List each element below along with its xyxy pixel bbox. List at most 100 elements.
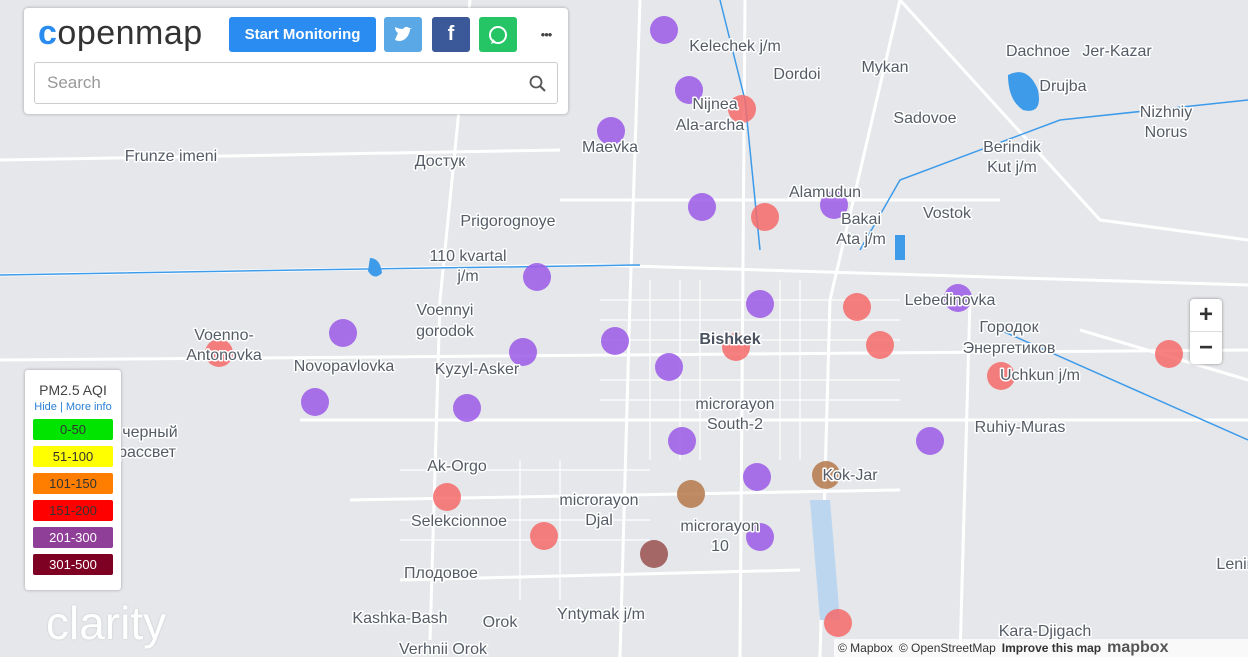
aqi-marker[interactable] [650, 16, 678, 44]
aqi-marker[interactable] [820, 191, 848, 219]
mapbox-logo[interactable]: mapbox [1107, 639, 1169, 656]
logo[interactable]: copenmap [38, 14, 203, 52]
place-label: Ata j/m [836, 231, 886, 248]
start-monitoring-button[interactable]: Start Monitoring [229, 17, 376, 52]
aqi-marker[interactable] [433, 483, 461, 511]
aqi-marker[interactable] [987, 362, 1015, 390]
aqi-marker[interactable] [453, 394, 481, 422]
aqi-marker[interactable] [1155, 340, 1183, 368]
place-label: Nizhniy [1140, 104, 1192, 121]
place-label: Norus [1145, 124, 1188, 141]
attribution: © Mapbox © OpenStreetMap Improve this ma… [834, 639, 1248, 657]
twitter-button[interactable] [384, 17, 422, 52]
place-label: Достук [415, 153, 466, 170]
aqi-marker[interactable] [655, 353, 683, 381]
place-label: j/m [456, 268, 478, 285]
zoom-control: + − [1190, 299, 1222, 364]
legend-range: 101-150 [33, 473, 113, 494]
aqi-marker[interactable] [301, 388, 329, 416]
search-box[interactable]: Search [34, 62, 558, 104]
place-label: Ala-archa [676, 117, 745, 134]
aqi-marker[interactable] [812, 461, 840, 489]
aqi-marker[interactable] [746, 523, 774, 551]
place-label: Kara-Djigach [999, 623, 1091, 640]
zoom-in-button[interactable]: + [1190, 299, 1222, 332]
hide-link[interactable]: Hide [34, 401, 57, 413]
place-labels: Kelechek j/m Dordoi Mykan Dachnoe Jer-Kazar D… [117, 37, 1248, 657]
whatsapp-icon [489, 25, 507, 44]
legend-title: PM2.5 AQI [39, 382, 107, 398]
search-placeholder: Search [47, 73, 101, 92]
aqi-marker[interactable] [866, 331, 894, 359]
legend-range: 151-200 [33, 500, 113, 521]
place-label: Городок [979, 319, 1039, 336]
aqi-markers [205, 16, 1183, 637]
place-label: Orok [483, 614, 519, 631]
place-label: Alamudun [789, 184, 861, 201]
place-label: Novopavlovka [294, 358, 395, 375]
legend: PM2.5 AQI Hide | More info 0-50 51-100 101… [25, 370, 121, 590]
place-label: Kashka-Bash [352, 610, 447, 627]
place-label: Maevka [582, 139, 638, 156]
aqi-marker[interactable] [743, 463, 771, 491]
place-label: Ak-Orgo [427, 458, 487, 475]
place-label: Jer-Kazar [1082, 43, 1152, 60]
place-label: рассвет [118, 444, 176, 461]
osm-credit[interactable]: © OpenStreetMap [898, 641, 996, 655]
place-label: Djal [585, 512, 613, 529]
aqi-marker[interactable] [597, 117, 625, 145]
aqi-marker[interactable] [728, 95, 756, 123]
facebook-button[interactable]: f [432, 17, 470, 52]
aqi-marker[interactable] [746, 290, 774, 318]
place-label: Энергетиков [963, 340, 1056, 357]
place-label: microrayon [695, 396, 774, 413]
aqi-marker[interactable] [640, 540, 668, 568]
aqi-marker[interactable] [601, 327, 629, 355]
place-label: microrayon [680, 518, 759, 535]
place-label: Vostok [923, 205, 972, 222]
twitter-icon [395, 26, 412, 41]
place-label: Voenno- [194, 327, 254, 344]
aqi-marker[interactable] [668, 427, 696, 455]
place-label: Dordoi [773, 66, 820, 83]
clarity-brand: clarity [46, 597, 167, 649]
place-label: Uchkun j/m [1000, 367, 1080, 384]
search-icon [529, 75, 546, 92]
aqi-marker[interactable] [509, 338, 537, 366]
mapbox-credit[interactable]: © Mapbox [838, 641, 893, 655]
aqi-marker[interactable] [329, 319, 357, 347]
zoom-out-button[interactable]: − [1198, 334, 1213, 361]
aqi-marker[interactable] [916, 427, 944, 455]
aqi-marker[interactable] [688, 193, 716, 221]
aqi-marker[interactable] [523, 263, 551, 291]
place-label: Selekcionnoe [411, 513, 507, 530]
place-label: South-2 [707, 416, 763, 433]
aqi-marker[interactable] [677, 480, 705, 508]
more-info-link[interactable]: More info [65, 401, 112, 413]
aqi-marker[interactable] [675, 76, 703, 104]
place-label: Prigorognoye [460, 213, 555, 230]
aqi-marker[interactable] [530, 522, 558, 550]
more-button[interactable]: ••• [540, 27, 553, 42]
aqi-marker[interactable] [824, 609, 852, 637]
place-label: 110 kvartal [429, 248, 506, 265]
whatsapp-button[interactable] [479, 17, 517, 52]
place-label: Verhnii Orok [399, 641, 488, 657]
aqi-marker[interactable] [843, 293, 871, 321]
rivers [0, 0, 1248, 441]
improve-map-link[interactable]: Improve this map [1001, 641, 1102, 655]
place-label: черный [122, 424, 177, 441]
place-label: Kok-Jar [822, 467, 878, 484]
place-label: Voennyi [417, 302, 474, 319]
aqi-marker[interactable] [205, 339, 233, 367]
place-label: Ruhiy-Muras [975, 419, 1066, 436]
place-label: Sadovoe [893, 110, 956, 127]
place-label: Bakai [841, 211, 881, 228]
lakes [368, 72, 1039, 620]
legend-range: 301-500 [33, 554, 113, 575]
place-label: microrayon [559, 492, 638, 509]
aqi-marker[interactable] [944, 284, 972, 312]
aqi-marker[interactable] [751, 203, 779, 231]
aqi-marker[interactable] [722, 333, 750, 361]
